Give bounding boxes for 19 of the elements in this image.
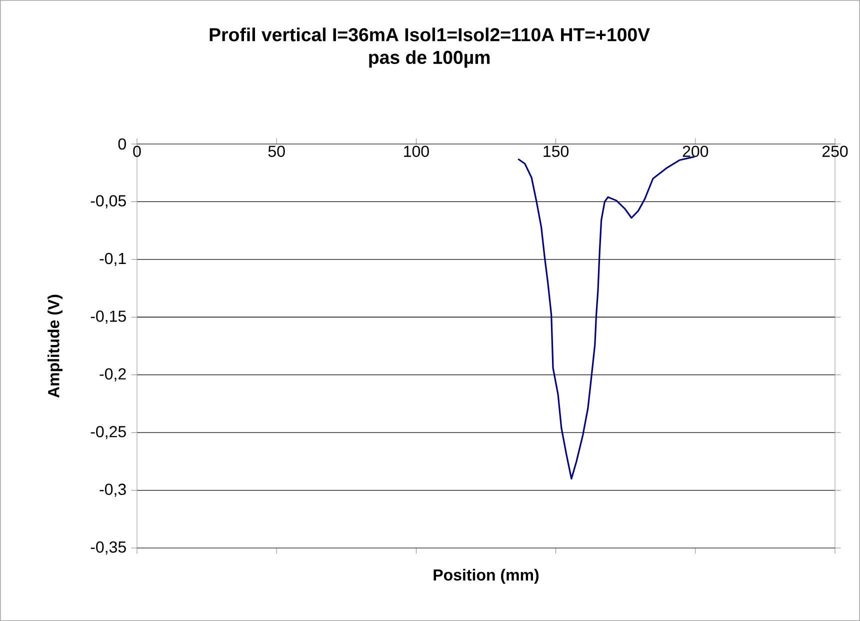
y-tick-label: -0,1 [100, 252, 126, 266]
x-tick-label: 150 [544, 146, 569, 158]
x-tick-label: 200 [682, 146, 708, 158]
x-tick-label: 100 [404, 146, 429, 158]
x-tick-label: 250 [822, 146, 848, 158]
y-tick-label: -0,05 [90, 195, 126, 208]
y-tick-label: 0 [118, 138, 126, 150]
y-axis-title: Amplitude (V) [48, 294, 62, 398]
y-tick-label: -0,15 [90, 310, 126, 324]
line-series [517, 156, 696, 480]
x-tick-label: 50 [268, 146, 285, 158]
x-axis-title: Position (mm) [434, 568, 539, 584]
y-tick-label: -0,25 [90, 426, 126, 440]
x-tick-label: 0 [133, 146, 141, 158]
chart-subtitle: pas de 100µm [369, 50, 490, 68]
y-tick-label: -0,35 [90, 541, 126, 555]
y-tick-label: -0,3 [100, 484, 126, 497]
chart-title: Profil vertical I=36mA Isol1=Isol2=110A HT=+100V [210, 28, 650, 42]
y-tick-label: -0,2 [100, 368, 126, 382]
